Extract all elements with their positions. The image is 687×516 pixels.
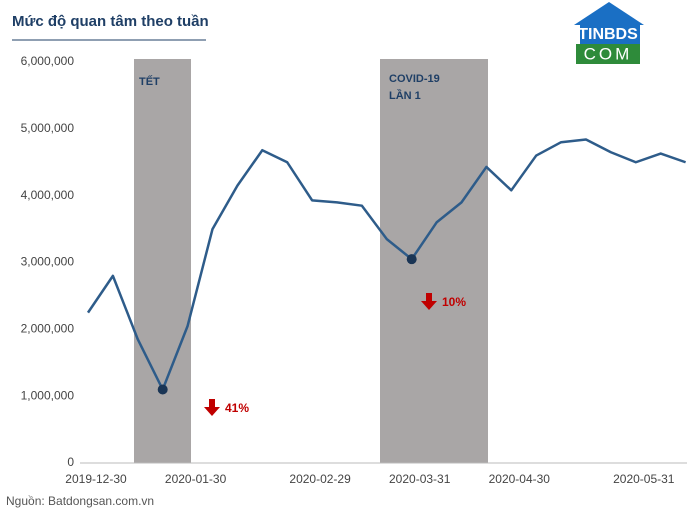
band-label: TẾT [139,75,160,88]
logo-top [580,24,640,44]
source: Nguồn: Batdongsan.com.vn [6,494,154,508]
y-tick-label: 0 [67,455,74,469]
tet-band [134,59,191,463]
logo: TINBDS COM [574,2,644,64]
x-tick-label: 2020-04-30 [489,472,551,486]
down-arrow [204,399,220,416]
band-label: COVID-19 [389,73,440,85]
y-tick-label: 3,000,000 [21,255,75,269]
logo-roof [574,2,644,25]
y-tick-label: 6,000,000 [21,54,75,68]
marker [157,384,168,395]
chart-title: Mức độ quan tâm theo tuần [12,13,209,30]
x-tick-label: 2019-12-30 [65,472,127,486]
logo-text: TINBDS [578,26,638,43]
band-label: LẦN 1 [389,89,421,102]
down-arrow [421,293,437,310]
covid-band [380,59,488,463]
marker [406,254,417,265]
logo-text: COM [584,44,633,63]
x-tick-label: 2020-05-31 [613,472,675,486]
x-tick-label: 2020-02-29 [289,472,351,486]
y-tick-label: 5,000,000 [21,121,75,135]
annotation: 10% [442,295,466,309]
x-tick-label: 2020-03-31 [389,472,451,486]
y-tick-label: 1,000,000 [21,388,75,402]
line [86,138,687,391]
x-tick-label: 2020-01-30 [165,472,227,486]
y-tick-label: 2,000,000 [21,322,75,336]
y-tick-label: 4,000,000 [21,188,75,202]
logo-bottom [576,44,640,64]
annotation: 41% [225,401,249,415]
